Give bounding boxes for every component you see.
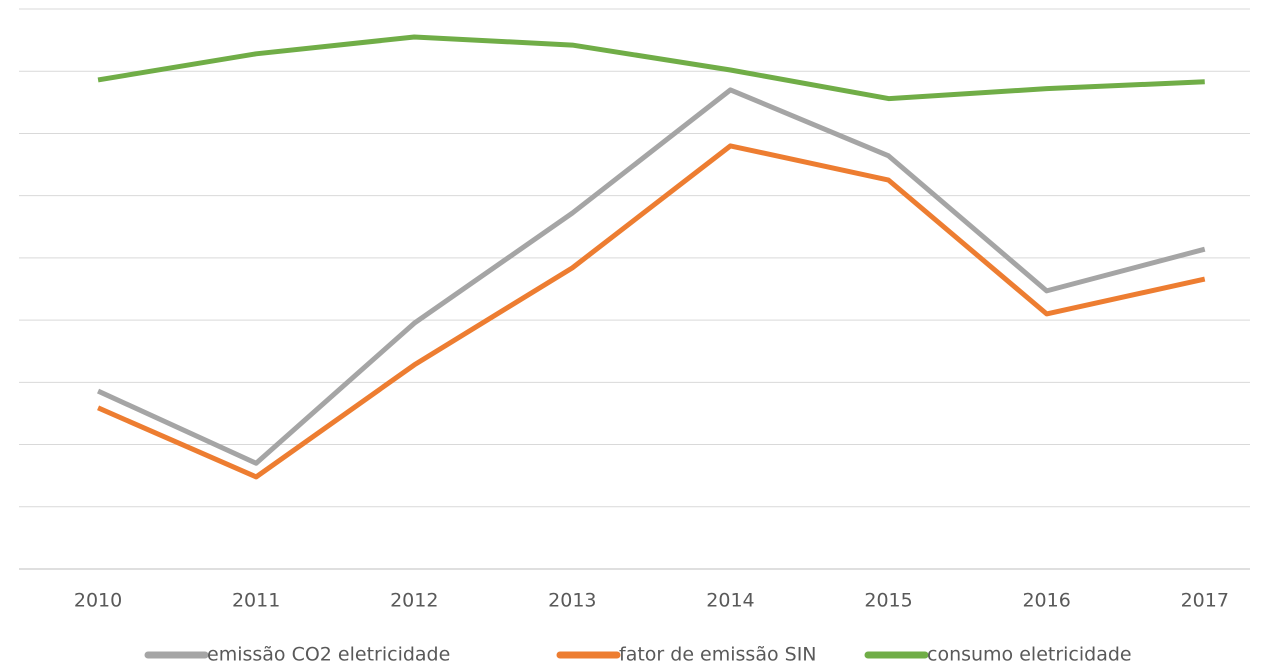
legend-label: fator de emissão SIN [619, 644, 817, 666]
x-tick-label: 2016 [1022, 590, 1070, 612]
legend-label: consumo eletricidade [927, 644, 1132, 666]
x-tick-label: 2015 [864, 590, 912, 612]
x-tick-label: 2013 [548, 590, 596, 612]
x-tick-label: 2012 [390, 590, 438, 612]
line-series [97, 87, 1206, 466]
x-tick-label: 2017 [1181, 590, 1229, 612]
x-tick-label: 2010 [74, 590, 122, 612]
x-tick-label: 2014 [706, 590, 754, 612]
legend-label: emissão CO2 eletricidade [207, 644, 450, 666]
x-tick-label: 2011 [232, 590, 280, 612]
line-series [97, 143, 1206, 480]
line-series [97, 34, 1205, 102]
